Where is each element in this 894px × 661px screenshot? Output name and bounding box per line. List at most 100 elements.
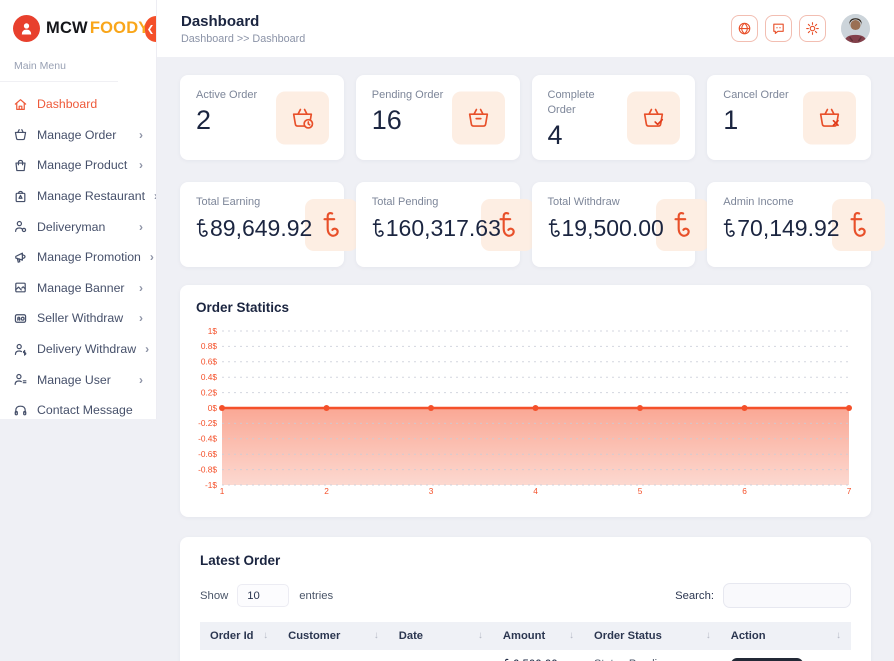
sidebar-item-dashboard[interactable]: Dashboard <box>0 89 156 120</box>
sidebar-item-manage-order[interactable]: Manage Order › <box>0 120 156 151</box>
active-order-card: Active Order 2 <box>180 75 344 160</box>
svg-text:-0.4$: -0.4$ <box>198 434 217 444</box>
person-dollar-icon <box>14 343 27 356</box>
sidebar-item-manage-banner[interactable]: Manage Banner › <box>0 273 156 304</box>
search-label: Search: <box>675 589 714 602</box>
svg-text:0.2$: 0.2$ <box>201 387 218 397</box>
table-row: 6,500.00 State : Pending <box>200 650 851 661</box>
chevron-right-icon: › <box>145 342 150 357</box>
complete-order-card: Complete Order 4 <box>531 75 696 160</box>
headset-icon <box>14 405 27 416</box>
chevron-right-icon: › <box>149 250 154 265</box>
column-header-date[interactable]: Date ↓ <box>388 622 493 650</box>
sidebar-item-deliveryman[interactable]: Deliveryman › <box>0 211 156 242</box>
chat-icon <box>773 23 784 34</box>
basket-icon <box>14 129 27 141</box>
basket-check-icon <box>627 91 681 144</box>
search-input[interactable] <box>723 583 851 608</box>
taka-symbol <box>372 218 385 238</box>
finance-cards: Total Earning 89,649.92 Total Pending 16… <box>180 182 885 267</box>
order-stat-cards: Active Order 2 Pending Order 16 Complete… <box>180 75 871 160</box>
top-header: Dashboard Dashboard >> Dashboard <box>157 0 894 57</box>
svg-text:0.4$: 0.4$ <box>201 372 218 382</box>
svg-text:0.6$: 0.6$ <box>201 357 218 367</box>
cancel-order-card: Cancel Order 1 <box>707 75 871 160</box>
menu-section-label: Main Menu <box>0 54 118 82</box>
user-avatar[interactable] <box>841 14 870 43</box>
chevron-right-icon: › <box>139 372 143 387</box>
taka-icon <box>304 198 358 251</box>
sidebar-item-manage-user[interactable]: Manage User › <box>0 364 156 395</box>
sidebar-item-contact-message[interactable]: Contact Message <box>0 395 156 419</box>
sidebar-collapse-toggle[interactable]: ❮ <box>145 16 156 42</box>
page-title: Dashboard <box>181 12 260 30</box>
sort-icon: ↓ <box>263 630 269 641</box>
chevron-right-icon: › <box>154 189 156 203</box>
withdraw-icon <box>14 314 27 323</box>
svg-text:-0.8$: -0.8$ <box>198 464 217 474</box>
chevron-right-icon: › <box>139 311 143 326</box>
svg-text:6: 6 <box>742 486 747 496</box>
page-heading: Dashboard Dashboard >> Dashboard <box>181 13 305 45</box>
store-icon <box>15 190 26 202</box>
sidebar-item-delivery-withdraw[interactable]: Delivery Withdraw › <box>0 334 156 365</box>
person-icon <box>15 221 27 233</box>
user-gear-icon <box>14 374 27 386</box>
column-header-action[interactable]: Action ↓ <box>720 622 851 650</box>
svg-text:-0.6$: -0.6$ <box>198 449 217 459</box>
language-button[interactable] <box>731 15 758 42</box>
action-cell <box>721 650 851 661</box>
entries-label: entries <box>299 589 334 602</box>
settings-button[interactable] <box>799 15 826 42</box>
column-header-order-id[interactable]: Order Id ↓ <box>200 622 279 650</box>
messages-button[interactable] <box>765 15 792 42</box>
admin-income-card: Admin Income 70,149.92 <box>707 182 885 267</box>
sort-icon: ↓ <box>373 630 379 641</box>
gear-icon <box>806 22 819 35</box>
order-statistics-panel: Order Statitics 1$ 0.8$ 0.6$ 0.4$ 0.2$ 0$ -0.2… <box>180 285 871 517</box>
header-actions <box>731 14 870 43</box>
sort-icon: ↓ <box>705 630 711 641</box>
svg-text:-1$: -1$ <box>205 480 217 490</box>
sidebar-item-seller-withdraw[interactable]: Seller Withdraw › <box>0 303 156 334</box>
taka-icon <box>480 198 534 251</box>
basket-clock-icon <box>275 91 329 144</box>
sidebar-item-manage-product[interactable]: Manage Product › <box>0 150 156 181</box>
svg-text:5: 5 <box>638 486 643 496</box>
taka-symbol <box>548 218 561 238</box>
svg-text:0$: 0$ <box>208 403 218 413</box>
logo[interactable]: MCW FOODY <box>0 0 156 54</box>
chevron-right-icon: › <box>139 158 143 173</box>
table-header-row: Order Id ↓ Customer ↓ Date ↓ Amount ↓ Order … <box>200 622 851 650</box>
sidebar-item-manage-promotion[interactable]: Manage Promotion › <box>0 242 156 273</box>
svg-text:-0.2$: -0.2$ <box>198 418 217 428</box>
chevron-right-icon: › <box>139 127 143 142</box>
column-header-customer[interactable]: Customer ↓ <box>278 622 389 650</box>
basket-minus-icon <box>451 91 505 144</box>
latest-order-title: Latest Order <box>200 553 281 568</box>
brand-logo-icon <box>13 15 40 42</box>
sidebar-item-manage-restaurant[interactable]: Manage Restaurant › <box>0 181 156 212</box>
chevron-right-icon: › <box>139 219 143 234</box>
page-size-select[interactable]: 10 <box>237 584 290 607</box>
chevron-right-icon: › <box>139 280 143 295</box>
sort-icon: ↓ <box>569 630 575 641</box>
order-action-button[interactable] <box>730 658 803 661</box>
order-statistics-chart: 1$ 0.8$ 0.6$ 0.4$ 0.2$ 0$ -0.2$ -0.4$ -0.6$ -0.8$… <box>198 326 852 496</box>
chart-title: Order Statitics <box>196 300 290 315</box>
svg-text:2: 2 <box>324 486 329 496</box>
globe-icon <box>738 22 751 35</box>
chevron-left-icon: ❮ <box>146 23 155 34</box>
megaphone-icon <box>15 252 26 263</box>
sidebar: MCW FOODY ❮ Main Menu Dashboard Manage Or… <box>0 0 157 419</box>
date-cell <box>389 650 493 661</box>
column-header-order-status[interactable]: Order Status ↓ <box>584 622 721 650</box>
banner-icon <box>15 282 26 293</box>
svg-text:1: 1 <box>220 486 225 496</box>
column-header-amount[interactable]: Amount ↓ <box>492 622 585 650</box>
taka-symbol <box>723 218 736 238</box>
table-controls: Show 10 entries Search: <box>200 583 851 608</box>
sort-icon: ↓ <box>477 630 483 641</box>
svg-text:4: 4 <box>533 486 538 496</box>
main-menu: Dashboard Manage Order › Manage Product … <box>0 82 156 419</box>
